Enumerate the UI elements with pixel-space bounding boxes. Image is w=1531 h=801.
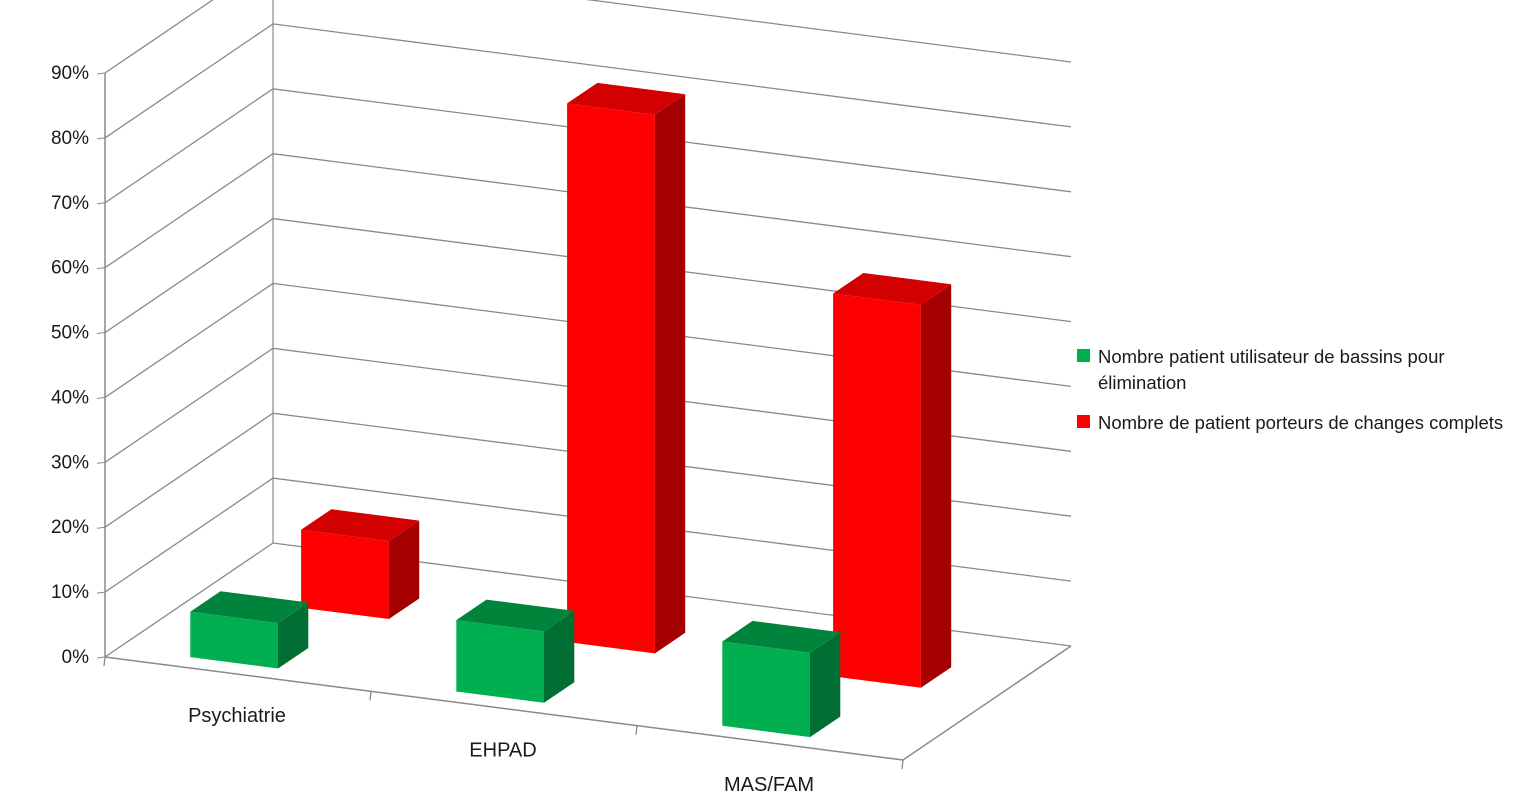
bar-side-face — [544, 610, 575, 703]
x-tick-mark — [369, 691, 372, 701]
legend-item-series-2: Nombre de patient porteurs de changes co… — [1077, 410, 1522, 436]
y-tick-mark — [96, 137, 106, 140]
x-tick-label: EHPAD — [469, 740, 536, 762]
bar-top-face — [301, 509, 420, 542]
y-tick-mark — [96, 332, 106, 335]
y-tick-label: 90% — [51, 63, 89, 84]
x-tick-label: Psychiatrie — [188, 705, 286, 727]
y-tick-mark — [96, 396, 106, 399]
bar-side-face — [278, 602, 309, 669]
axes — [96, 0, 1072, 770]
x-tick-mark — [103, 656, 106, 667]
bar-front-face — [301, 529, 389, 619]
y-tick-mark — [96, 202, 106, 205]
bar-front-face — [833, 293, 921, 688]
bar-side-face — [388, 520, 420, 619]
y-tick-label: 10% — [51, 582, 89, 603]
bar-front-face — [722, 641, 810, 738]
y-tick-label: 0% — [62, 647, 90, 668]
y-tick-label: 70% — [51, 193, 89, 214]
bar-side-face — [810, 632, 841, 738]
bar-series-1 — [456, 599, 575, 703]
y-tick-label: 40% — [51, 387, 89, 408]
legend-swatch-series-2 — [1077, 415, 1090, 428]
y-tick-mark — [96, 72, 106, 75]
y-tick-mark — [96, 267, 106, 270]
legend-label-series-1: Nombre patient utilisateur de bassins po… — [1098, 346, 1445, 393]
y-tick-label: 50% — [51, 323, 89, 344]
bar-top-face — [456, 599, 575, 632]
bar-side-face — [920, 284, 952, 688]
bar-front-face — [567, 103, 655, 654]
y-tick-mark — [96, 656, 106, 659]
bar-top-face — [567, 82, 686, 115]
y-tick-label: 80% — [51, 128, 89, 149]
legend: Nombre patient utilisateur de bassins po… — [1077, 344, 1522, 450]
labels: 0% 10% 20% 30% 40% 50% 60% 70% 80% 90% Psychiatrie… — [51, 63, 814, 796]
bar-series-1 — [190, 591, 309, 669]
bar-series-1 — [722, 620, 841, 738]
legend-swatch-series-1 — [1077, 349, 1090, 362]
y-tick-mark — [96, 526, 106, 529]
bars — [190, 82, 952, 738]
x-tick-label: MAS/FAM — [724, 774, 814, 796]
y-tick-label: 30% — [51, 452, 89, 473]
bar-series-2 — [833, 273, 952, 688]
bar-side-face — [654, 94, 686, 654]
bar-front-face — [190, 611, 278, 669]
bar-series-2 — [567, 82, 686, 654]
x-tick-mark — [635, 725, 638, 735]
bar-front-face — [456, 620, 544, 703]
bar-top-face — [722, 620, 841, 653]
y-tick-label: 20% — [51, 517, 89, 538]
y-tick-mark — [96, 591, 106, 594]
bar-series-2 — [301, 509, 420, 619]
y-tick-label: 60% — [51, 258, 89, 279]
bar-top-face — [190, 591, 309, 624]
legend-label-series-2: Nombre de patient porteurs de changes co… — [1098, 412, 1504, 433]
y-tick-mark — [96, 461, 106, 464]
bar-top-face — [833, 273, 952, 305]
legend-item-series-1: Nombre patient utilisateur de bassins po… — [1077, 344, 1522, 396]
x-tick-mark — [901, 759, 904, 770]
gridline — [104, 0, 1072, 74]
